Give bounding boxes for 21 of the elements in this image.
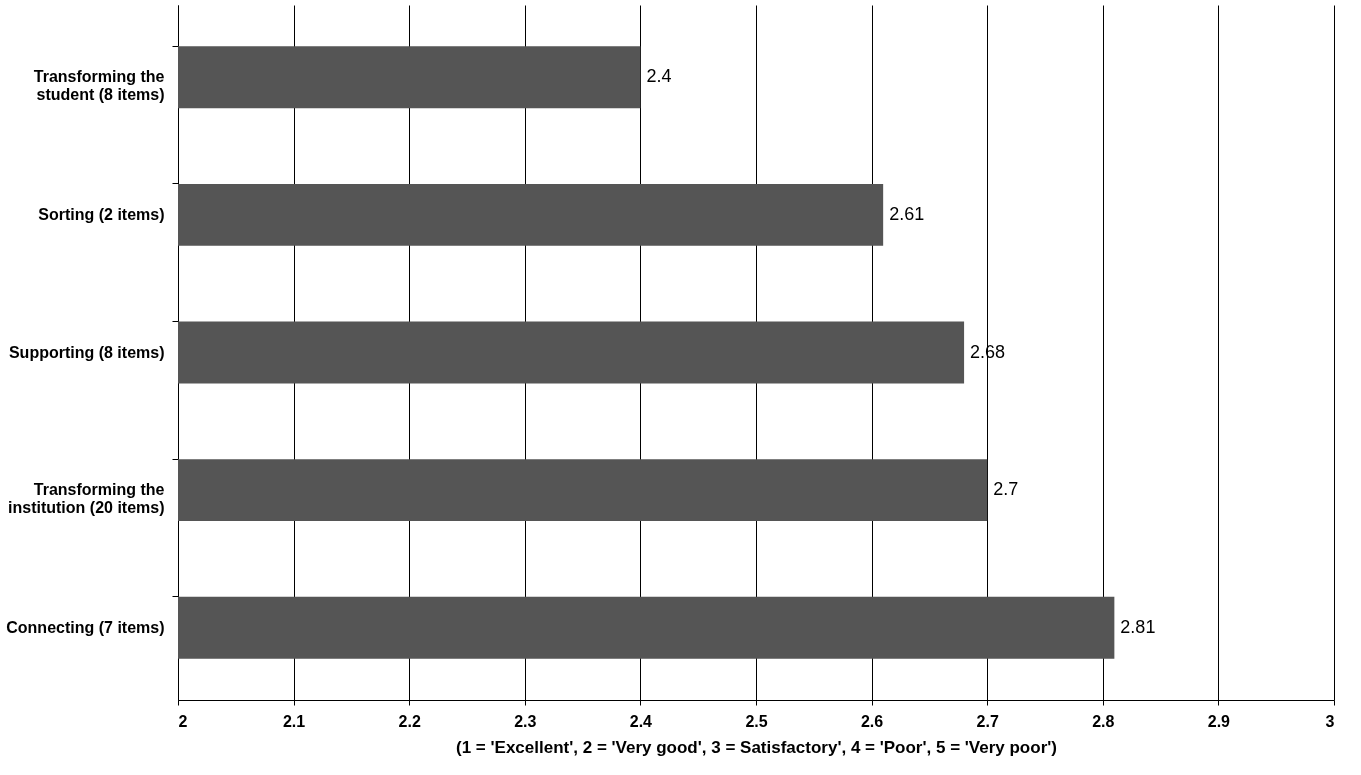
x-tick-label: 2.6 (860, 712, 884, 730)
x-tick-label: 2.2 (398, 712, 421, 730)
data-label: 2.81 (1120, 616, 1156, 637)
y-tick-label: Supporting (8 items) (8, 343, 165, 361)
x-axis-title: (1 = 'Excellent', 2 = 'Very good', 3 = Satisfactory', 4 = 'Poor', 5 = 'Very poor') (456, 737, 1057, 757)
x-tick-label: 2.5 (745, 712, 768, 730)
y-tick-label: Transforming the institution (20 items) (8, 481, 165, 517)
y-tick-label: Connecting (7 items) (6, 618, 165, 636)
x-tick-label: 2.3 (514, 712, 537, 730)
x-tick-label: 2.9 (1207, 712, 1231, 730)
x-tick-label: 2.7 (976, 712, 999, 730)
x-tick-label: 2.1 (282, 712, 306, 730)
y-tick-label: Transforming the student (8 items) (33, 68, 165, 104)
x-tick-label: 3 (1325, 712, 1335, 730)
y-tick-label: Sorting (2 items) (38, 205, 165, 223)
x-tick-label: 2 (178, 712, 188, 730)
data-label: 2.4 (646, 66, 672, 87)
data-label: 2.61 (889, 203, 925, 224)
x-tick-label: 2.8 (1092, 712, 1115, 730)
data-label: 2.7 (993, 479, 1019, 500)
x-tick-label: 2.4 (629, 712, 653, 730)
